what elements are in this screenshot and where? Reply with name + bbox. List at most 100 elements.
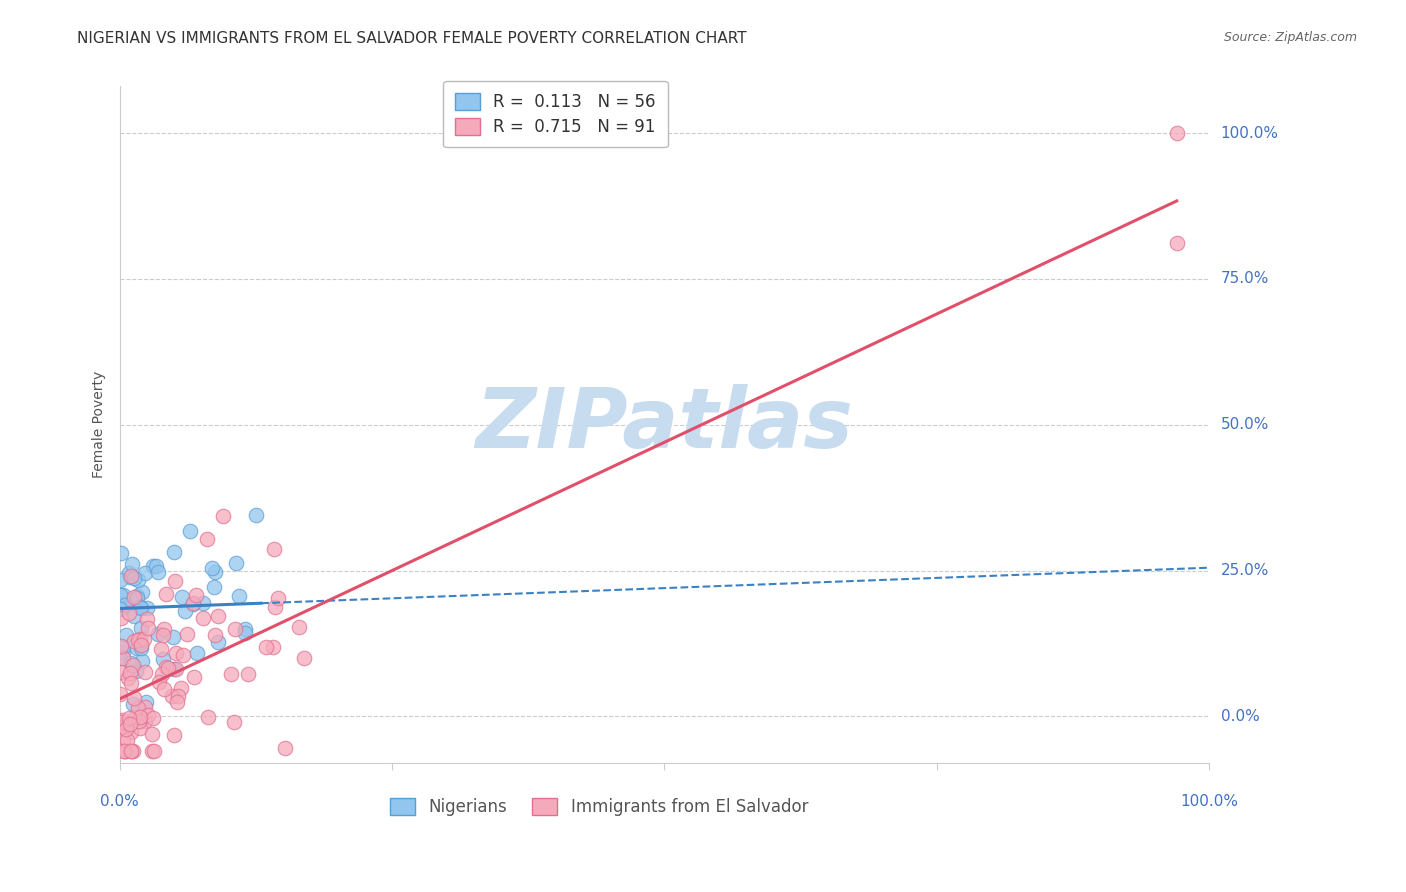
- Point: [110, 611, 132, 625]
- Point: [117, 671, 139, 685]
- Point: [129, 638, 152, 652]
- Point: [110, 546, 132, 560]
- Point: [167, 689, 190, 703]
- Point: [115, 722, 138, 736]
- Point: [125, 640, 148, 655]
- Point: [172, 590, 194, 604]
- Point: [228, 590, 250, 604]
- Point: [121, 557, 143, 571]
- Text: 100.0%: 100.0%: [1220, 126, 1278, 141]
- Text: 100.0%: 100.0%: [1181, 794, 1239, 809]
- Point: [114, 599, 136, 613]
- Point: [118, 566, 141, 580]
- Point: [165, 662, 187, 676]
- Point: [111, 640, 134, 655]
- Point: [112, 651, 135, 665]
- Point: [197, 709, 219, 723]
- Point: [111, 713, 134, 727]
- Point: [122, 744, 145, 758]
- Point: [157, 661, 180, 675]
- Point: [112, 732, 135, 747]
- Point: [124, 571, 146, 585]
- Point: [129, 601, 152, 615]
- Point: [135, 601, 157, 615]
- Point: [183, 670, 205, 684]
- Point: [145, 559, 167, 574]
- Text: 0.0%: 0.0%: [100, 794, 139, 809]
- Point: [128, 710, 150, 724]
- Point: [267, 591, 290, 606]
- Point: [110, 715, 132, 730]
- Point: [115, 717, 138, 731]
- Point: [108, 687, 131, 701]
- Point: [112, 588, 135, 602]
- Point: [146, 566, 169, 580]
- Point: [118, 570, 141, 584]
- Point: [136, 707, 159, 722]
- Point: [120, 656, 142, 670]
- Point: [152, 681, 174, 696]
- Point: [150, 667, 173, 681]
- Point: [201, 561, 224, 575]
- Point: [292, 651, 315, 665]
- Point: [163, 663, 186, 677]
- Point: [108, 651, 131, 665]
- Point: [115, 744, 138, 758]
- Point: [120, 675, 142, 690]
- Point: [263, 541, 285, 556]
- Point: [233, 626, 256, 640]
- Point: [136, 620, 159, 634]
- Text: 0.0%: 0.0%: [1220, 709, 1260, 724]
- Point: [152, 651, 174, 665]
- Point: [288, 620, 311, 634]
- Point: [135, 695, 157, 709]
- Point: [160, 689, 183, 703]
- Point: [225, 556, 247, 570]
- Point: [114, 596, 136, 610]
- Text: Source: ZipAtlas.com: Source: ZipAtlas.com: [1223, 31, 1357, 45]
- Point: [170, 681, 193, 695]
- Point: [129, 632, 152, 646]
- Point: [112, 744, 135, 758]
- Point: [150, 642, 173, 657]
- Point: [110, 639, 132, 653]
- Point: [118, 710, 141, 724]
- Point: [141, 727, 163, 741]
- Point: [127, 633, 149, 648]
- Point: [131, 654, 153, 668]
- Point: [122, 634, 145, 648]
- Point: [108, 602, 131, 616]
- Point: [110, 574, 132, 588]
- Point: [125, 589, 148, 603]
- Point: [136, 612, 159, 626]
- Y-axis label: Female Poverty: Female Poverty: [93, 371, 107, 478]
- Point: [124, 609, 146, 624]
- Point: [121, 657, 143, 672]
- Point: [1166, 236, 1188, 251]
- Point: [184, 588, 207, 602]
- Point: [108, 722, 131, 736]
- Point: [120, 744, 142, 758]
- Point: [1166, 126, 1188, 140]
- Point: [148, 674, 170, 689]
- Point: [174, 604, 197, 618]
- Point: [131, 641, 153, 656]
- Point: [111, 645, 134, 659]
- Point: [165, 646, 187, 660]
- Point: [155, 659, 177, 673]
- Point: [207, 609, 229, 624]
- Point: [193, 611, 215, 625]
- Point: [176, 627, 198, 641]
- Point: [146, 626, 169, 640]
- Point: [125, 591, 148, 605]
- Text: 50.0%: 50.0%: [1220, 417, 1268, 433]
- Point: [165, 574, 187, 588]
- Point: [134, 566, 156, 580]
- Point: [134, 699, 156, 714]
- Point: [202, 580, 225, 594]
- Point: [128, 714, 150, 728]
- Point: [235, 622, 257, 636]
- Point: [120, 716, 142, 731]
- Point: [134, 714, 156, 728]
- Point: [222, 714, 245, 729]
